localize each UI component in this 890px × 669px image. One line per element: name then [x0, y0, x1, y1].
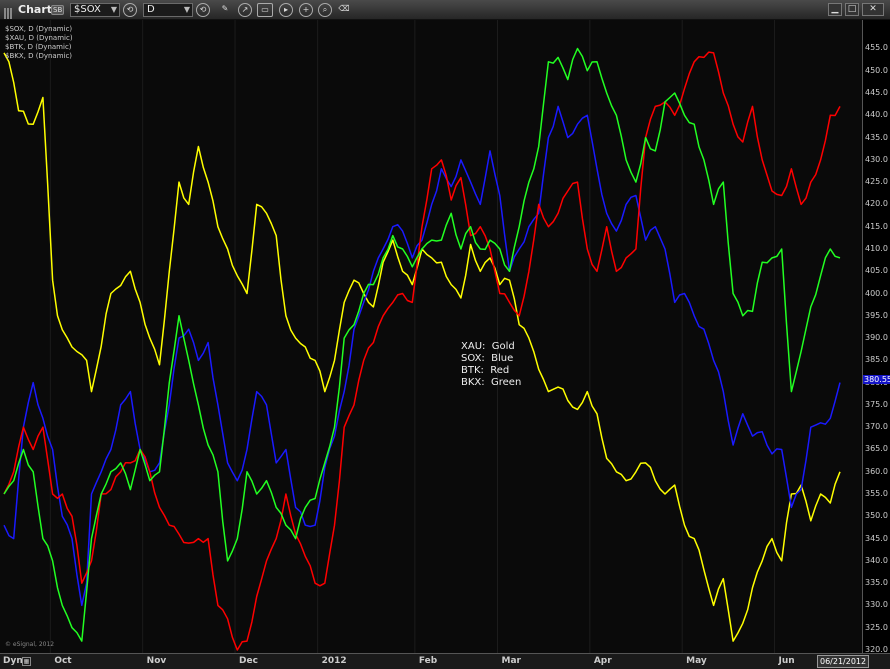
price-tick-label: 400.0 [865, 288, 888, 298]
window-title: Chart [18, 3, 53, 16]
price-tick-label: 330.0 [865, 600, 888, 610]
chevron-down-icon[interactable]: ▼ [183, 5, 190, 14]
annotation-bkx: BKX: Green [461, 377, 522, 388]
legend-xau: $XAU, D (Dynamic) [5, 34, 73, 42]
price-tick-label: 440.0 [865, 110, 888, 120]
price-tick-label: 435.0 [865, 132, 888, 142]
price-tick-label: 350.0 [865, 511, 888, 521]
time-tick-label: Apr [593, 656, 612, 666]
price-tick-label: 430.0 [865, 154, 888, 164]
last-price-marker: 380.55 [863, 375, 890, 385]
price-scale[interactable]: 320.0 325.0 330.0 335.0 340.0 345.0 350.0 355.0… [862, 20, 890, 654]
price-tick-label: 370.0 [865, 422, 888, 432]
price-tick-label: 410.0 [865, 243, 888, 253]
close-button[interactable]: ✕ [862, 3, 884, 16]
cursor-icon[interactable]: ↗ [238, 3, 252, 17]
price-tick-label: 415.0 [865, 221, 888, 231]
time-tick-label: May [686, 656, 707, 666]
annotation-sox: SOX: Blue [461, 353, 514, 364]
drawing-tools-icon[interactable]: ▭ [257, 3, 273, 17]
cursor-date-badge: 06/21/2012 [817, 655, 870, 668]
price-tick-label: 320.0 [865, 645, 888, 654]
interval-link-icon[interactable]: ⟲ [196, 3, 210, 17]
dynamic-label: Dyn [3, 656, 23, 666]
maximize-button[interactable]: □ [845, 3, 859, 16]
annotation-btk: BTK: Red [461, 365, 510, 376]
price-tick-label: 375.0 [865, 399, 888, 409]
series-line-xau [3, 52, 841, 642]
price-tick-label: 450.0 [865, 65, 888, 75]
minimize-button[interactable]: ▁ [828, 3, 842, 16]
series-line-sox [3, 105, 841, 607]
play-icon[interactable]: ▸ [279, 3, 293, 17]
time-tick-label: Jun [778, 656, 795, 666]
time-tick-label: Nov [146, 656, 167, 666]
series-line-bkx [3, 47, 841, 642]
price-tick-label: 445.0 [865, 88, 888, 97]
price-tick-label: 335.0 [865, 578, 888, 588]
price-tick-label: 365.0 [865, 444, 888, 454]
time-axis[interactable]: Dyn ▦ 06/21/2012 Oct Nov Dec 2012 Feb Mar Apr M… [0, 653, 890, 669]
price-tick-label: 360.0 [865, 466, 888, 476]
time-tick-label: Feb [418, 656, 438, 666]
time-tick-label: Dec [239, 656, 258, 666]
window-grip-icon[interactable] [4, 4, 14, 19]
series-line-btk [3, 51, 841, 651]
interval-value: D [147, 4, 155, 15]
legend-btk: $BTK, D (Dynamic) [5, 43, 72, 51]
add-study-icon[interactable]: + [299, 3, 313, 17]
symbol-value: $SOX [74, 4, 101, 15]
price-tick-label: 405.0 [865, 266, 888, 276]
time-tick-label: 2012 [321, 656, 347, 666]
eraser-icon[interactable]: ⌫ [338, 4, 350, 13]
symbol-link-icon[interactable]: ⟲ [123, 3, 137, 17]
price-tick-label: 395.0 [865, 310, 888, 320]
scale-toggle-icon[interactable]: ▦ [22, 657, 31, 666]
zoom-icon[interactable]: ⌕ [318, 3, 332, 17]
price-tick-label: 420.0 [865, 199, 888, 209]
window-badge[interactable]: SB [51, 5, 65, 15]
price-tick-label: 385.0 [865, 355, 888, 365]
price-tick-label: 455.0 [865, 43, 888, 53]
price-tick-label: 390.0 [865, 333, 888, 343]
chevron-down-icon[interactable]: ▼ [110, 5, 117, 14]
symbol-input[interactable]: $SOX ▼ [70, 3, 120, 17]
watermark: © eSignal, 2012 [5, 641, 55, 648]
time-tick-label: Mar [501, 656, 521, 666]
price-tick-label: 345.0 [865, 533, 888, 543]
price-tick-label: 425.0 [865, 177, 888, 187]
price-tick-label: 355.0 [865, 489, 888, 499]
chart-window-titlebar: Chart SB $SOX ▼ ⟲ D ▼ ⟲ ✎ ↗ ▭ ▸ + ⌕ ⌫ ▁ … [0, 0, 890, 20]
price-tick-label: 340.0 [865, 555, 888, 565]
annotation-xau: XAU: Gold [461, 341, 515, 352]
interval-input[interactable]: D ▼ [143, 3, 193, 17]
legend-sox: $SOX, D (Dynamic) [5, 25, 73, 33]
chart-plot-area[interactable]: $SOX, D (Dynamic) $XAU, D (Dynamic) $BTK… [0, 20, 862, 653]
time-tick-label: Oct [54, 656, 72, 666]
legend-bkx: $BKX, D (Dynamic) [5, 52, 73, 60]
chart-svg [3, 20, 841, 653]
price-tick-label: 325.0 [865, 622, 888, 632]
pencil-icon[interactable]: ✎ [221, 4, 229, 13]
